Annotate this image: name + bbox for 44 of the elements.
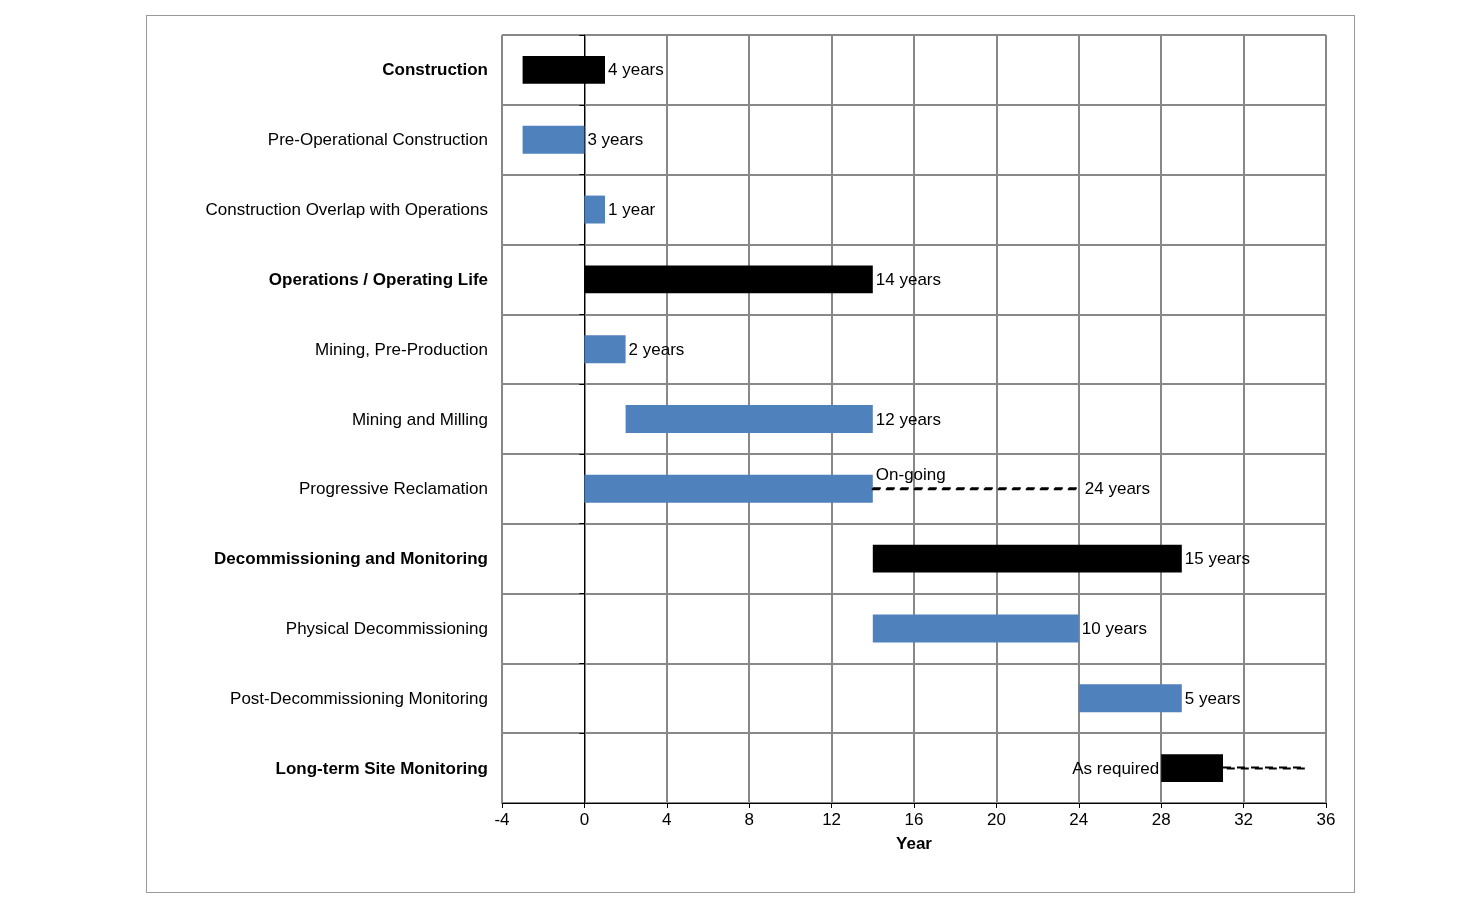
x-tick-label: -4	[494, 810, 510, 829]
data-label: 2 years	[628, 339, 685, 359]
y-tick-label: Pre-Operational Construction	[267, 130, 488, 150]
x-tick-label: 32	[1234, 810, 1254, 829]
y-tick-label: Physical Decommissioning	[285, 618, 488, 638]
bar	[584, 474, 873, 503]
data-label: On-going	[875, 464, 946, 484]
y-tick-label: Construction Overlap with Operations	[205, 200, 488, 220]
x-tick-label: 8	[744, 810, 754, 829]
x-tick-label: 28	[1151, 810, 1171, 829]
bar	[872, 544, 1182, 573]
data-label: 12 years	[875, 409, 941, 429]
bar	[1078, 684, 1182, 713]
x-tick-label: 36	[1316, 810, 1336, 829]
y-tick-label: Long-term Site Monitoring	[275, 758, 488, 778]
x-tick-label: 12	[822, 810, 842, 829]
y-tick-label: Decommissioning and Monitoring	[214, 549, 488, 569]
data-label: 24 years	[1084, 479, 1150, 499]
data-label: 14 years	[875, 269, 941, 289]
x-tick-label: 20	[986, 810, 1006, 829]
data-label: 15 years	[1184, 549, 1250, 569]
y-tick-label: Mining, Pre-Production	[315, 339, 488, 359]
bar	[584, 335, 626, 364]
bar	[871, 487, 1080, 491]
x-tick-label: 16	[904, 810, 924, 829]
x-axis-title: Year	[896, 834, 933, 853]
data-label: 10 years	[1081, 618, 1147, 638]
x-tick-label: 0	[579, 810, 590, 829]
data-label: 1 year	[608, 200, 656, 220]
y-tick-label: Operations / Operating Life	[268, 269, 488, 289]
x-tick-label: 24	[1069, 810, 1089, 829]
annotation: As required	[1072, 758, 1160, 778]
x-tick-label: 4	[662, 810, 672, 829]
data-label: 3 years	[587, 130, 644, 150]
bar	[522, 125, 585, 154]
data-label: 4 years	[608, 60, 664, 80]
y-tick-label: Mining and Milling	[351, 409, 488, 429]
y-tick-label: Construction	[382, 60, 488, 80]
bar	[625, 405, 873, 433]
y-tick-label: Post-Decommissioning Monitoring	[230, 688, 488, 708]
bar	[584, 195, 605, 224]
data-label: 5 years	[1184, 688, 1241, 708]
y-tick-label: Progressive Reclamation	[299, 479, 488, 499]
bar	[872, 614, 1079, 643]
